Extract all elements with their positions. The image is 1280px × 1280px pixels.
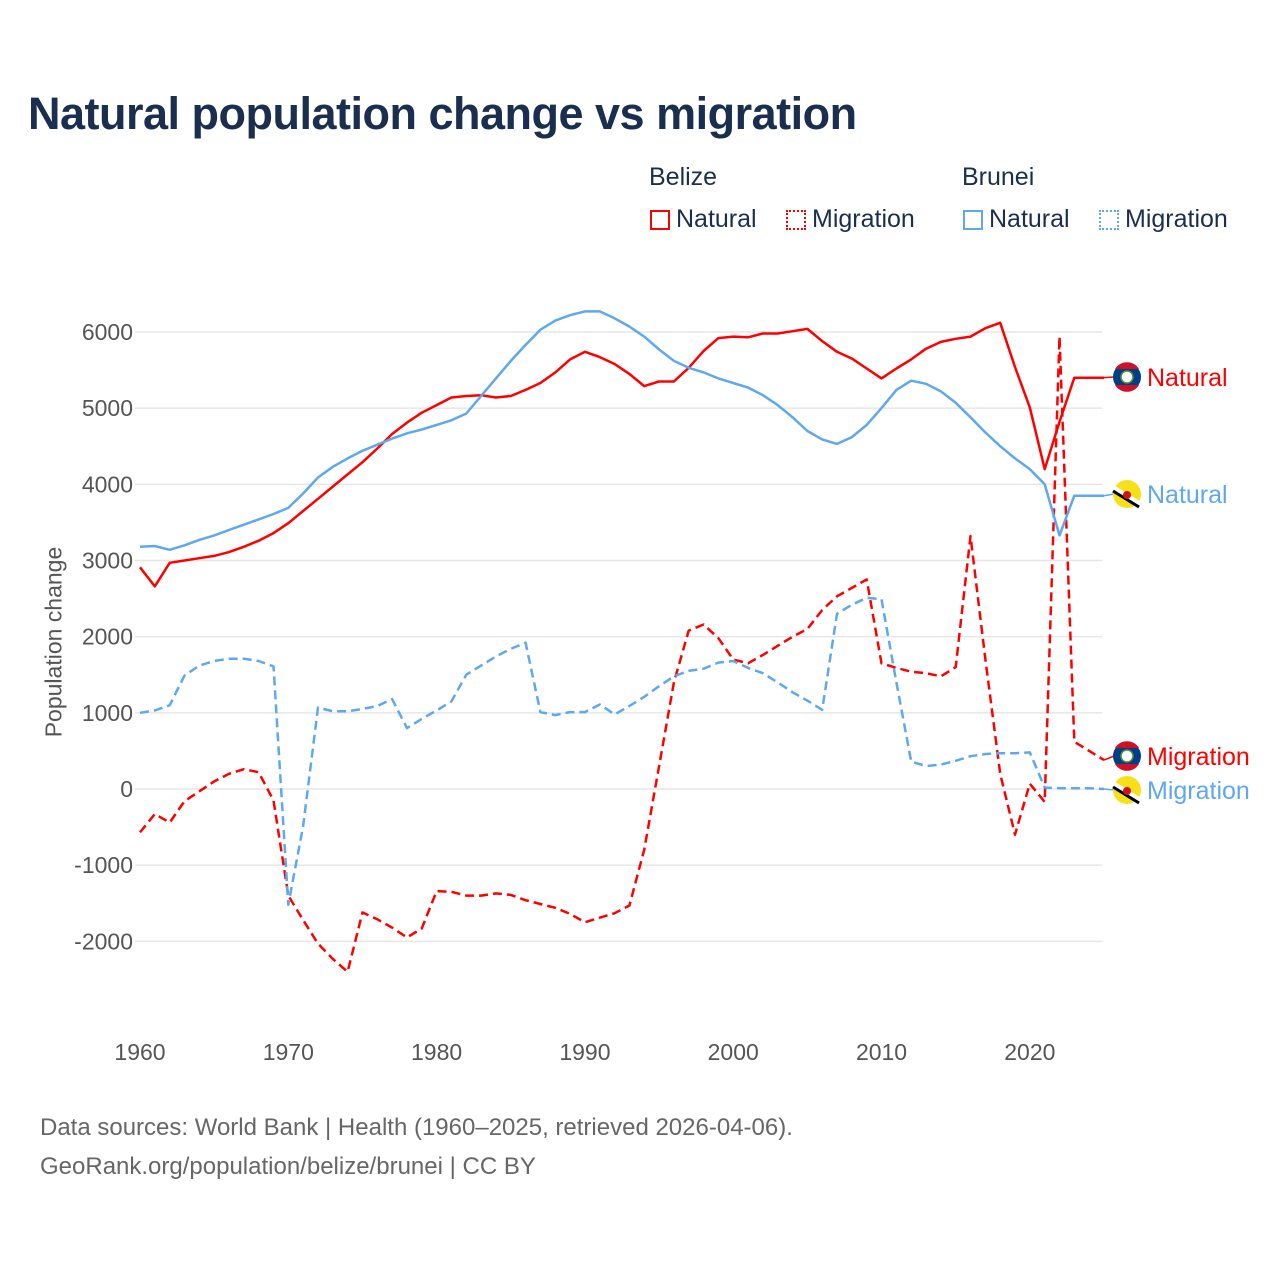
x-tick-label: 1990 <box>559 1039 610 1065</box>
series-line-belize-natural <box>139 321 1104 588</box>
legend-item-brunei-migration[interactable]: Migration <box>1099 205 1228 234</box>
x-tick-label: 2000 <box>708 1039 759 1065</box>
belize-flag-stripe <box>1115 362 1139 369</box>
source-link[interactable]: GeoRank.org/population/belize/brunei | C… <box>40 1153 536 1180</box>
end-label-brunei-migration: Migration <box>1147 777 1250 805</box>
brunei-flag-emblem <box>1123 787 1131 795</box>
label-connector <box>1103 788 1115 791</box>
belize-flag-emblem <box>1120 370 1134 384</box>
x-tick-label: 2020 <box>1004 1039 1055 1065</box>
label-connector <box>1103 755 1115 761</box>
legend-group-brunei: Brunei <box>962 163 1035 191</box>
y-tick-label: -1000 <box>74 852 133 878</box>
legend-label: Natural <box>676 205 757 233</box>
x-tick-label: 1970 <box>263 1039 314 1065</box>
y-tick-label: 4000 <box>82 471 133 497</box>
y-tick-label: -2000 <box>74 928 133 954</box>
series-line-brunei-natural <box>139 310 1104 552</box>
end-label-brunei-natural: Natural <box>1147 481 1228 509</box>
legend-swatch-solid <box>650 209 670 230</box>
legend-swatch-dotted <box>1099 209 1119 230</box>
brunei-flag-stripe <box>1112 489 1140 509</box>
series-line-belize-migration <box>139 335 1105 974</box>
end-label-belize-migration: Migration <box>1147 743 1250 771</box>
legend-item-belize-natural[interactable]: Natural <box>650 205 757 234</box>
belize-flag-stripe <box>1115 764 1139 771</box>
y-tick-label: 2000 <box>82 624 133 650</box>
chart-title: Natural population change vs migration <box>28 88 857 139</box>
legend-item-belize-migration[interactable]: Migration <box>786 205 915 234</box>
label-connector <box>1103 493 1115 497</box>
legend-group-belize: Belize <box>649 163 718 191</box>
legend-swatch-solid <box>963 209 983 230</box>
belize-flag-stripe <box>1115 741 1139 748</box>
source-line: Data sources: World Bank | Health (1960–… <box>40 1114 793 1141</box>
x-tick-label: 1960 <box>114 1039 165 1065</box>
legend-swatch-dotted <box>786 209 806 230</box>
brunei-flag-emblem <box>1123 491 1131 499</box>
legend-label: Migration <box>1125 205 1228 233</box>
label-connector <box>1103 376 1115 379</box>
x-tick-label: 2010 <box>856 1039 907 1065</box>
x-tick-label: 1980 <box>411 1039 462 1065</box>
series-line-brunei-migration <box>139 596 1105 907</box>
y-tick-label: 1000 <box>82 700 133 726</box>
end-label-belize-natural: Natural <box>1147 364 1228 392</box>
belize-flag-emblem <box>1120 749 1134 763</box>
source-note: Data sources: World Bank | Health (1960–… <box>40 1108 793 1186</box>
y-tick-label: 0 <box>120 776 133 802</box>
y-tick-label: 6000 <box>82 319 133 345</box>
belize-flag-stripe <box>1115 385 1139 392</box>
y-tick-label: 5000 <box>82 395 133 421</box>
legend-item-brunei-natural[interactable]: Natural <box>963 205 1070 234</box>
brunei-flag-stripe <box>1112 785 1140 805</box>
y-tick-label: 3000 <box>82 547 133 573</box>
legend-label: Migration <box>812 205 915 233</box>
legend-label: Natural <box>989 205 1070 233</box>
